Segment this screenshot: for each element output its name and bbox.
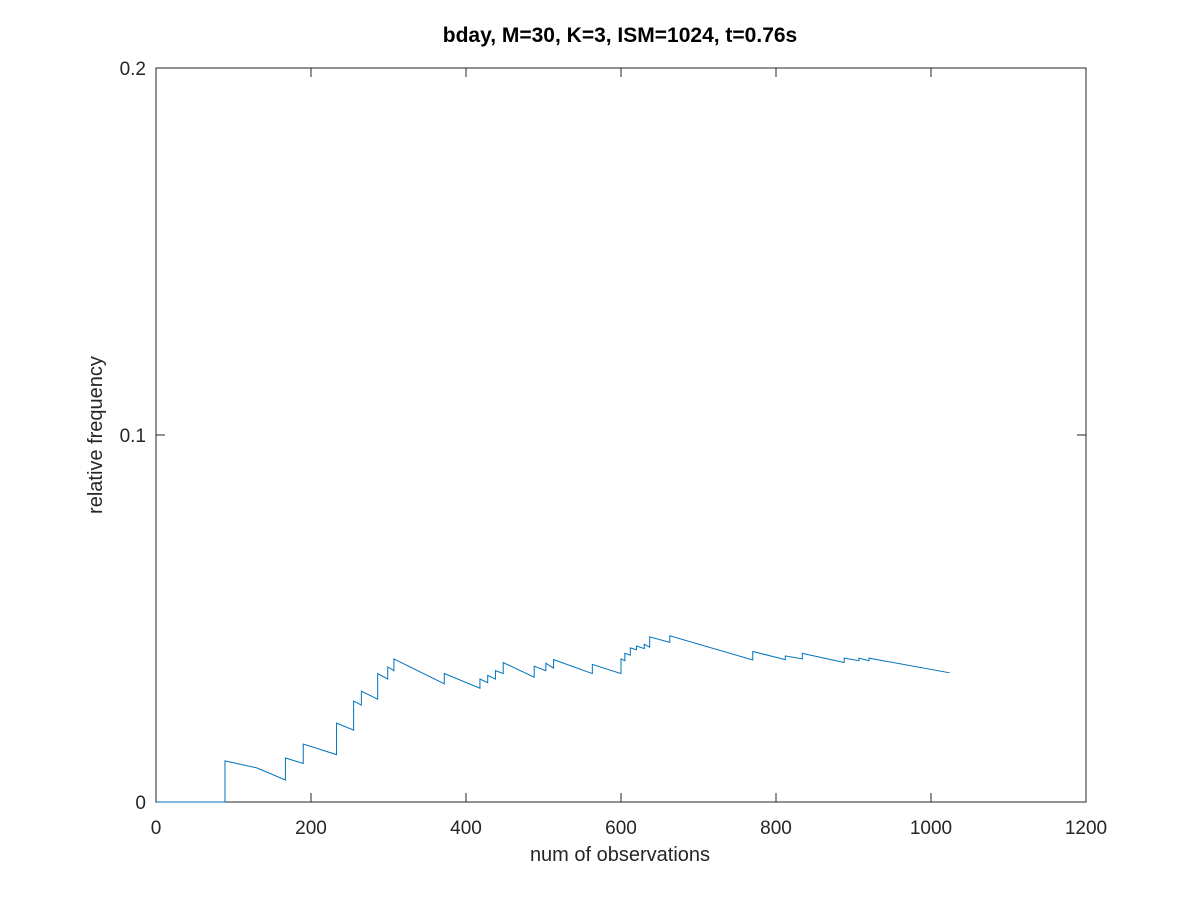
- series-line: [156, 635, 950, 803]
- y-axis-label: relative frequency: [85, 356, 107, 514]
- series-layer: [156, 635, 950, 803]
- x-tick-label: 800: [760, 818, 792, 839]
- x-tick-label: 0: [151, 818, 162, 839]
- y-tick-label: 0.1: [120, 426, 146, 447]
- x-axis: 0 200 400 600 800 1000 1200: [151, 68, 1107, 839]
- x-tick-label: 600: [605, 818, 637, 839]
- chart-title: bday, M=30, K=3, ISM=1024, t=0.76s: [443, 24, 797, 47]
- x-tick-label: 200: [295, 818, 327, 839]
- y-tick-label: 0: [135, 793, 146, 814]
- x-axis-label: num of observations: [530, 844, 710, 866]
- x-tick-label: 1000: [910, 818, 952, 839]
- x-tick-label: 1200: [1065, 818, 1107, 839]
- x-tick-label: 400: [450, 818, 482, 839]
- y-tick-label: 0.2: [120, 59, 146, 80]
- y-axis: 0 0.1 0.2: [120, 59, 1086, 814]
- plot-area: [155, 67, 1087, 803]
